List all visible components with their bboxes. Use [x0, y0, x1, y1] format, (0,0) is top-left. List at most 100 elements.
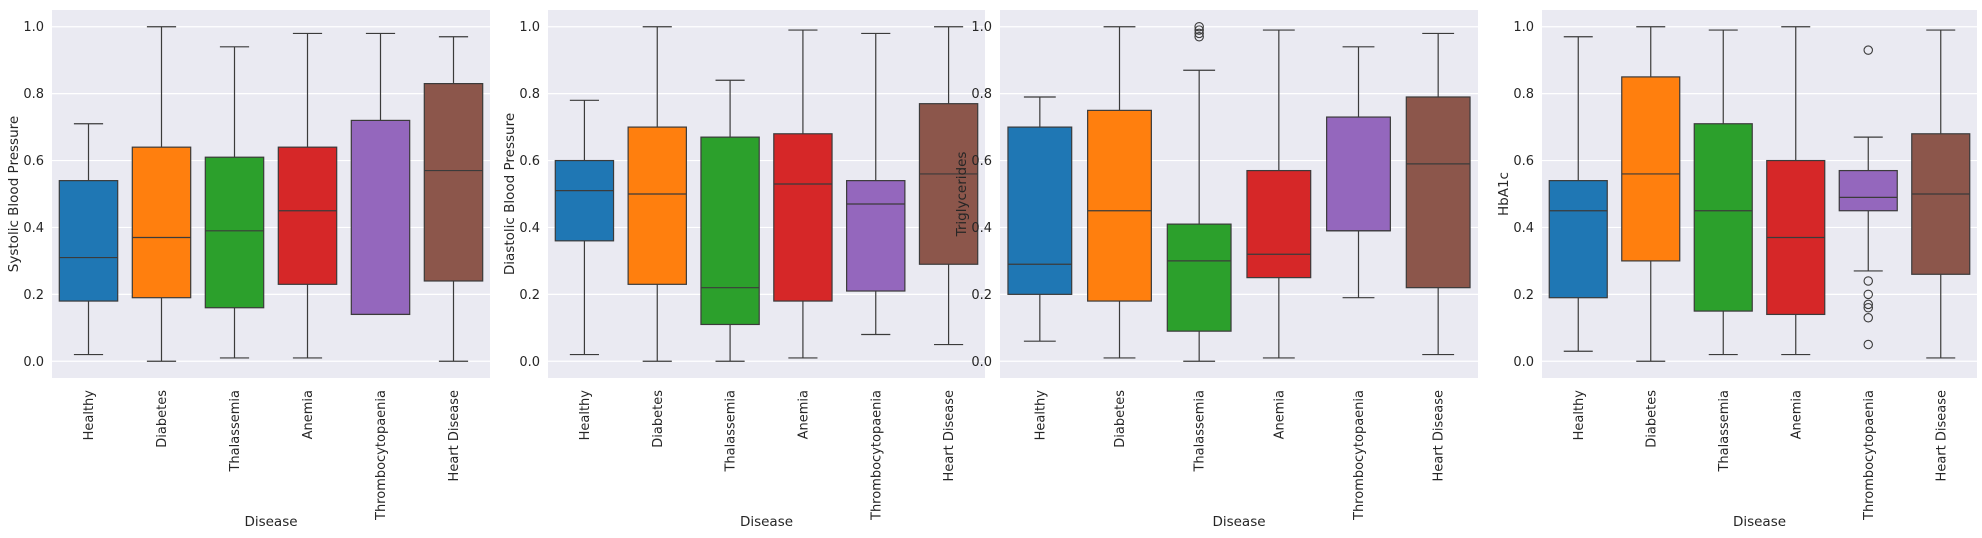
y-tick-label: 0.8 [1513, 87, 1534, 102]
box-diabetes [131, 26, 192, 362]
y-tick-label: 0.0 [519, 355, 540, 370]
box-heart-disease [1405, 32, 1471, 356]
x-tick-label: Diabetes [651, 390, 666, 448]
box-iqr [1405, 96, 1471, 289]
box-diabetes [627, 26, 687, 362]
y-tick-label: 0.6 [971, 154, 992, 169]
y-tick-label: 1.0 [971, 20, 992, 35]
x-tick-label: Thalassemia [228, 390, 243, 473]
outlier-point [1194, 25, 1204, 35]
box-diabetes [1087, 26, 1152, 359]
box-thalassemia [1166, 21, 1232, 362]
box-iqr [773, 133, 833, 302]
chart-panel-3: 0.0 0.2 0.4 0.6 0.8 1.0 Healthy Diabetes Thalass… [954, 10, 1478, 530]
outlier-point [1863, 313, 1874, 323]
chart-panel-2: 0.0 0.2 0.4 0.6 0.8 1.0 Healthy Diabetes Thalass… [502, 10, 985, 530]
x-tick-label: Heart Disease [447, 390, 462, 481]
y-tick-label: 0.4 [1513, 221, 1534, 236]
box-heart-disease [1911, 29, 1971, 359]
box-iqr [1007, 126, 1073, 295]
chart-panel-1: 0.0 0.2 0.4 0.6 0.8 1.0 Healthy Diabetes Thalass… [6, 10, 490, 530]
plot-background [1000, 10, 1478, 378]
outlier-point [1194, 28, 1204, 39]
box-thrombocytopaenia [350, 32, 411, 316]
y-tick-label: 0.0 [23, 355, 44, 370]
y-tick-label: 0.6 [519, 154, 540, 169]
box-iqr [1911, 133, 1971, 275]
box-iqr [846, 180, 906, 292]
x-tick-label: Thrombocytopaenia [1352, 390, 1367, 521]
x-tick-label: Thrombocytopaenia [869, 390, 884, 521]
box-iqr [918, 103, 979, 265]
x-tick-label: Anemia [796, 390, 811, 439]
box-healthy [58, 123, 119, 356]
y-tick-label: 0.2 [519, 288, 540, 303]
box-iqr [554, 159, 615, 242]
box-thalassemia [700, 79, 760, 362]
y-tick-label: 0.0 [1513, 355, 1534, 370]
x-axis-label: Disease [1733, 514, 1786, 530]
x-tick-label: Healthy [1572, 390, 1587, 441]
y-tick-label: 0.4 [971, 221, 992, 236]
box-healthy [554, 99, 615, 356]
y-axis-label: Systolic Blood Pressure [6, 116, 22, 272]
box-thalassemia [1693, 29, 1753, 356]
x-tick-label: Thrombocytopaenia [374, 390, 389, 521]
box-anemia [1766, 26, 1826, 356]
y-tick-label: 0.8 [971, 87, 992, 102]
x-tick-label: Thalassemia [1193, 390, 1208, 473]
plot-background [52, 10, 490, 378]
outlier-point [1863, 302, 1874, 313]
y-axis-label: HbA1c [1496, 172, 1512, 216]
outlier-point [1863, 299, 1874, 310]
box-thalassemia [204, 46, 265, 359]
y-tick-label: 0.4 [519, 221, 540, 236]
outlier-point [1863, 339, 1874, 350]
plot-background [1542, 10, 1977, 378]
y-tick-label: 1.0 [519, 20, 540, 35]
box-anemia [1246, 29, 1312, 359]
x-tick-label: Heart Disease [1934, 390, 1949, 481]
x-tick-label: Diabetes [1113, 390, 1128, 448]
box-healthy [1548, 36, 1608, 352]
box-anemia [277, 32, 338, 359]
y-tick-label: 0.2 [1513, 288, 1534, 303]
box-iqr [1621, 76, 1681, 262]
x-tick-label: Thalassemia [1717, 390, 1732, 473]
x-axis-label: Disease [740, 514, 793, 530]
y-axis-label: Triglycerides [954, 152, 970, 238]
box-iqr [204, 156, 265, 309]
x-tick-label: Heart Disease [942, 390, 957, 481]
box-iqr [131, 146, 192, 299]
box-iqr [1326, 116, 1391, 232]
box-iqr [350, 119, 411, 316]
y-tick-label: 0.6 [1513, 154, 1534, 169]
x-axis-label: Disease [1212, 514, 1265, 530]
box-healthy [1007, 96, 1073, 342]
y-tick-label: 0.8 [23, 87, 44, 102]
x-axis-label: Disease [244, 514, 297, 530]
x-tick-label: Healthy [82, 390, 97, 441]
box-heart-disease [918, 26, 979, 346]
outlier-point [1863, 276, 1874, 286]
chart-panel-4: 0.0 0.2 0.4 0.6 0.8 1.0 Healthy Diabetes Thalass… [1496, 10, 1977, 530]
box-anemia [773, 29, 833, 359]
y-tick-label: 0.2 [23, 288, 44, 303]
x-tick-label: Thrombocytopaenia [1862, 390, 1877, 521]
box-heart-disease [423, 36, 484, 362]
box-iqr [277, 146, 338, 285]
box-iqr [1838, 169, 1898, 212]
x-tick-label: Thalassemia [724, 390, 739, 473]
box-thrombocytopaenia [1838, 45, 1898, 350]
y-tick-label: 0.6 [23, 154, 44, 169]
x-tick-label: Anemia [301, 390, 316, 439]
y-tick-label: 0.0 [971, 355, 992, 370]
box-iqr [700, 136, 760, 326]
outlier-point [1194, 21, 1204, 32]
x-tick-label: Anemia [1789, 390, 1804, 439]
box-iqr [1246, 169, 1312, 279]
y-tick-label: 0.4 [23, 221, 44, 236]
box-iqr [627, 126, 687, 285]
x-tick-label: Healthy [578, 390, 593, 441]
